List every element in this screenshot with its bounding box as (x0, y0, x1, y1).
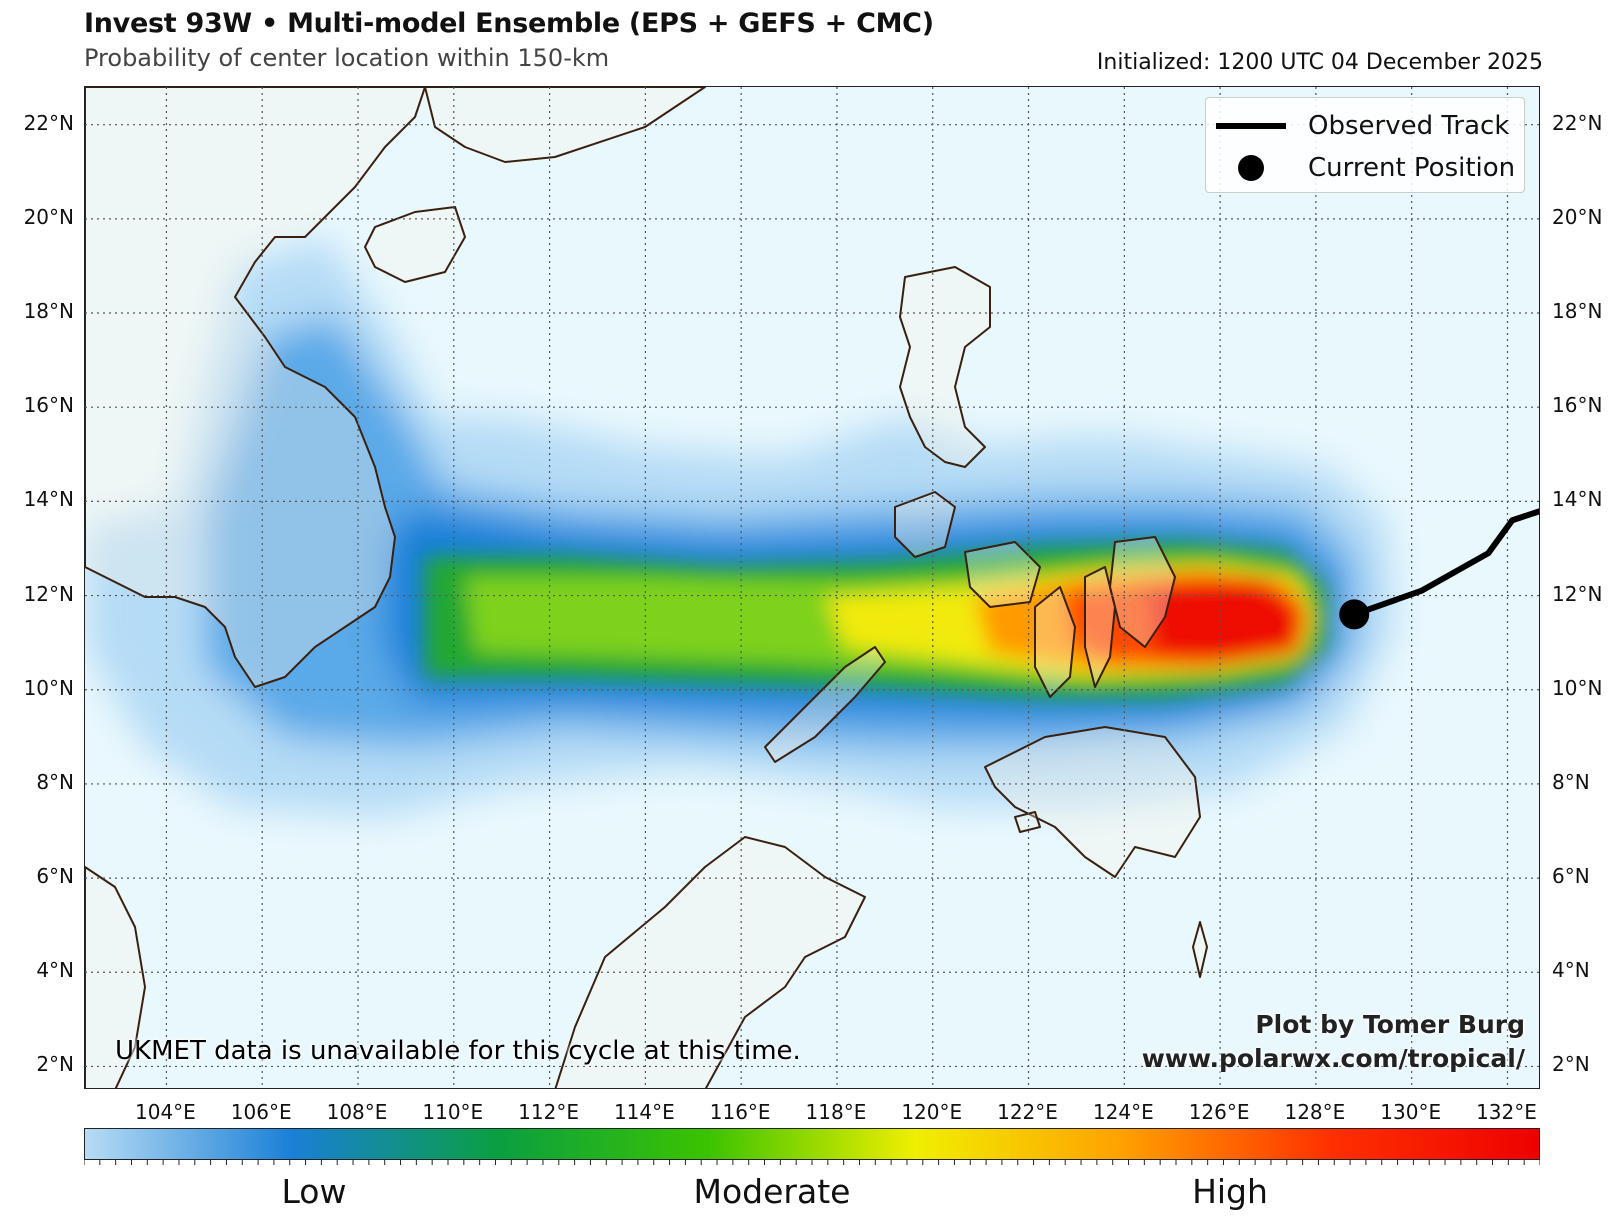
lat-label-r: 16°N (1552, 393, 1603, 418)
lat-label-r: 14°N (1552, 487, 1603, 512)
graticule (85, 87, 1539, 1088)
lat-label-l: 12°N (23, 581, 74, 606)
lat-label-l: 22°N (23, 110, 74, 135)
lat-label-l: 18°N (23, 299, 74, 324)
legend-position-row: Current Position (1216, 150, 1515, 186)
lat-label-r: 20°N (1552, 204, 1603, 229)
borneo-island (554, 836, 866, 1088)
lat-label-r: 22°N (1552, 110, 1603, 135)
lon-label: 120°E (901, 1100, 963, 1124)
current-position-marker (1339, 599, 1370, 630)
lat-label-l: 4°N (36, 958, 74, 983)
lat-label-r: 4°N (1552, 958, 1590, 983)
hainan-island (364, 206, 466, 283)
lon-label: 128°E (1284, 1100, 1346, 1124)
lat-label-l: 2°N (36, 1052, 74, 1077)
palawan-island (764, 646, 886, 763)
samar-island (1109, 536, 1176, 648)
legend-track-label: Observed Track (1308, 111, 1510, 141)
lat-label-r: 8°N (1552, 769, 1590, 794)
ukmet-note: UKMET data is unavailable for this cycle… (115, 1036, 801, 1066)
observed-track (1339, 508, 1539, 630)
swath-red (1145, 579, 1300, 662)
map-subtitle: Probability of center location within 15… (84, 44, 610, 72)
lon-label: 130°E (1380, 1100, 1442, 1124)
lon-label: 110°E (422, 1100, 484, 1124)
credit-author: Plot by Tomer Burg (1255, 1010, 1525, 1039)
colorbar-high-label: High (1192, 1172, 1268, 1211)
lat-label-r: 12°N (1552, 581, 1603, 606)
lon-label: 112°E (518, 1100, 579, 1124)
map-panel: Observed Track Current Position UKMET da… (84, 86, 1540, 1089)
lon-label: 124°E (1092, 1100, 1154, 1124)
legend-track-row: Observed Track (1216, 108, 1509, 144)
lon-label: 116°E (709, 1100, 771, 1124)
lat-label-l: 20°N (23, 204, 74, 229)
lat-label-l: 10°N (23, 675, 74, 700)
plot-credit: Plot by Tomer Burg www.polarwx.com/tropi… (1142, 1008, 1525, 1076)
lat-label-l: 16°N (23, 393, 74, 418)
lat-label-l: 14°N (23, 487, 74, 512)
map-title: Invest 93W • Multi-model Ensemble (EPS +… (84, 8, 934, 39)
lon-label: 132°E (1476, 1100, 1537, 1124)
talaud-island (1192, 921, 1208, 978)
land-masses (85, 87, 1208, 1088)
legend-position-label: Current Position (1308, 153, 1516, 183)
negros-island (1034, 586, 1076, 698)
malay-peninsula (85, 866, 146, 1088)
lat-label-l: 6°N (36, 864, 74, 889)
lat-label-r: 10°N (1552, 675, 1603, 700)
lon-label: 118°E (805, 1100, 867, 1124)
lat-label-l: 8°N (36, 769, 74, 794)
colorbar (84, 1128, 1540, 1160)
lat-label-r: 18°N (1552, 299, 1603, 324)
lon-label: 122°E (997, 1100, 1058, 1124)
lat-label-r: 6°N (1552, 864, 1590, 889)
mindoro-island (894, 491, 956, 558)
lat-label-r: 2°N (1552, 1052, 1590, 1077)
mainland-asia (85, 87, 426, 688)
sulu-islands (1014, 811, 1041, 833)
lon-label: 114°E (613, 1100, 675, 1124)
colorbar-moderate-label: Moderate (693, 1172, 851, 1211)
lon-label: 106°E (230, 1100, 292, 1124)
lon-label: 104°E (135, 1100, 196, 1124)
position-dot-swatch (1216, 155, 1286, 181)
panay-island (964, 541, 1041, 608)
observed-track-line (1353, 508, 1539, 618)
mindanao-island (984, 726, 1201, 878)
luzon-island (899, 266, 991, 468)
init-time: Initialized: 1200 UTC 04 December 2025 (1096, 50, 1543, 75)
cebu-island (1084, 566, 1116, 688)
lon-label: 126°E (1188, 1100, 1250, 1124)
map-legend: Observed Track Current Position (1205, 97, 1525, 193)
colorbar-ticks (84, 1160, 1540, 1165)
credit-url: www.polarwx.com/tropical/ (1141, 1044, 1525, 1073)
lon-label: 108°E (326, 1100, 388, 1124)
colorbar-low-label: Low (281, 1172, 347, 1211)
map-canvas (85, 87, 1539, 1088)
track-line-swatch (1216, 123, 1286, 129)
